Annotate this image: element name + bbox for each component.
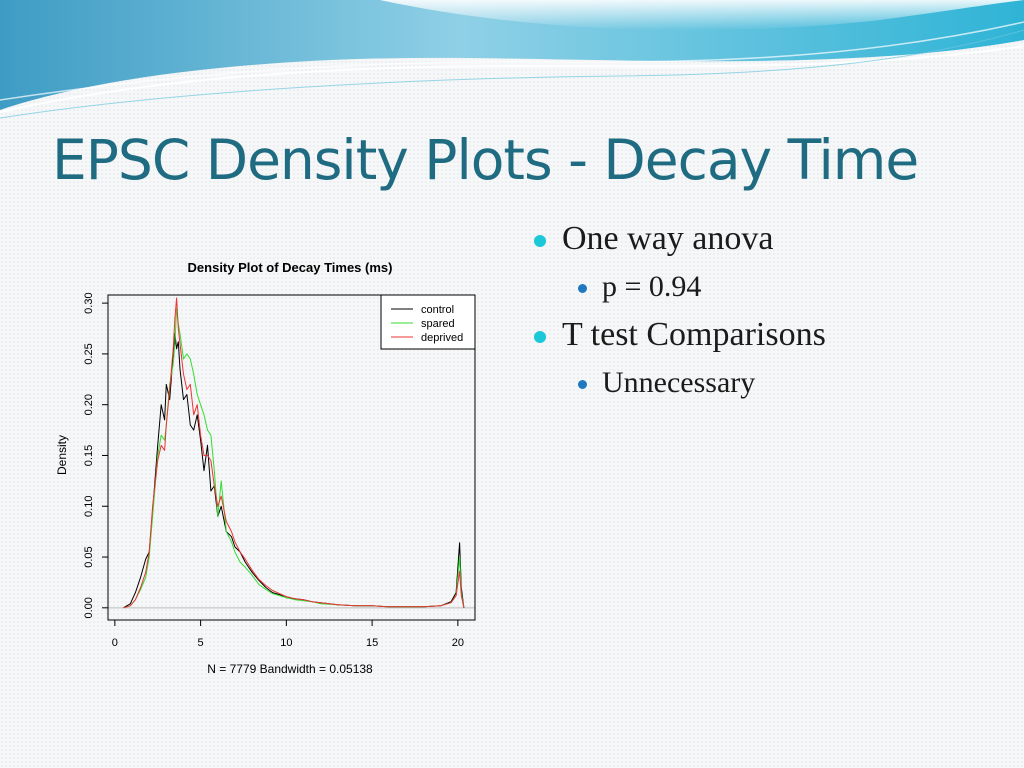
- bullet-text: One way anova: [562, 220, 774, 257]
- x-tick-label: 0: [112, 637, 118, 649]
- y-tick-label: 0.00: [83, 597, 95, 618]
- x-tick-label: 10: [280, 637, 292, 649]
- bullet-item: One way anova: [530, 222, 1000, 256]
- series-line-control: [123, 333, 465, 609]
- y-tick-label: 0.20: [83, 394, 95, 415]
- plot-frame: [107, 294, 476, 621]
- sub-bullet-item: Unnecessary: [530, 368, 1000, 398]
- y-tick-label: 0.10: [83, 496, 95, 517]
- bullet-text: T test Comparisons: [562, 316, 826, 353]
- density-plot: Density Plot of Decay Times (ms) Density…: [55, 260, 476, 676]
- bullet-item: T test Comparisons: [530, 318, 1000, 352]
- header-banner: [0, 0, 1024, 119]
- y-tick-label: 0.25: [83, 343, 95, 364]
- sub-bullet-text: Unnecessary: [602, 366, 756, 399]
- bullet-dot-icon: [534, 331, 546, 343]
- chart-title: Density Plot of Decay Times (ms): [188, 260, 393, 275]
- x-tick-label: 15: [366, 637, 378, 649]
- y-tick-label: 0.05: [83, 546, 95, 567]
- y-tick-label: 0.15: [83, 445, 95, 466]
- series-line-spared: [123, 307, 465, 609]
- series-line-deprived: [123, 297, 465, 609]
- sub-bullet-item: p = 0.94: [530, 272, 1000, 302]
- legend-label-deprived: deprived: [421, 332, 463, 344]
- bullet-dot-icon: [534, 235, 546, 247]
- sub-bullet-dot-icon: [578, 380, 587, 389]
- legend-label-spared: spared: [421, 318, 455, 330]
- slide-title: EPSC Density Plots - Decay Time: [52, 128, 919, 192]
- sub-bullet-text: p = 0.94: [602, 270, 702, 303]
- y-tick-label: 0.30: [83, 292, 95, 313]
- x-axis-label: N = 7779 Bandwidth = 0.05138: [207, 662, 373, 676]
- sub-bullet-dot-icon: [578, 284, 587, 293]
- x-tick-label: 5: [198, 637, 204, 649]
- y-axis-label: Density: [55, 435, 69, 475]
- legend-box: [380, 294, 476, 350]
- legend-label-control: control: [421, 304, 454, 316]
- bullet-list: One way anova p = 0.94 T test Comparison…: [530, 222, 1000, 414]
- x-tick-label: 20: [452, 637, 464, 649]
